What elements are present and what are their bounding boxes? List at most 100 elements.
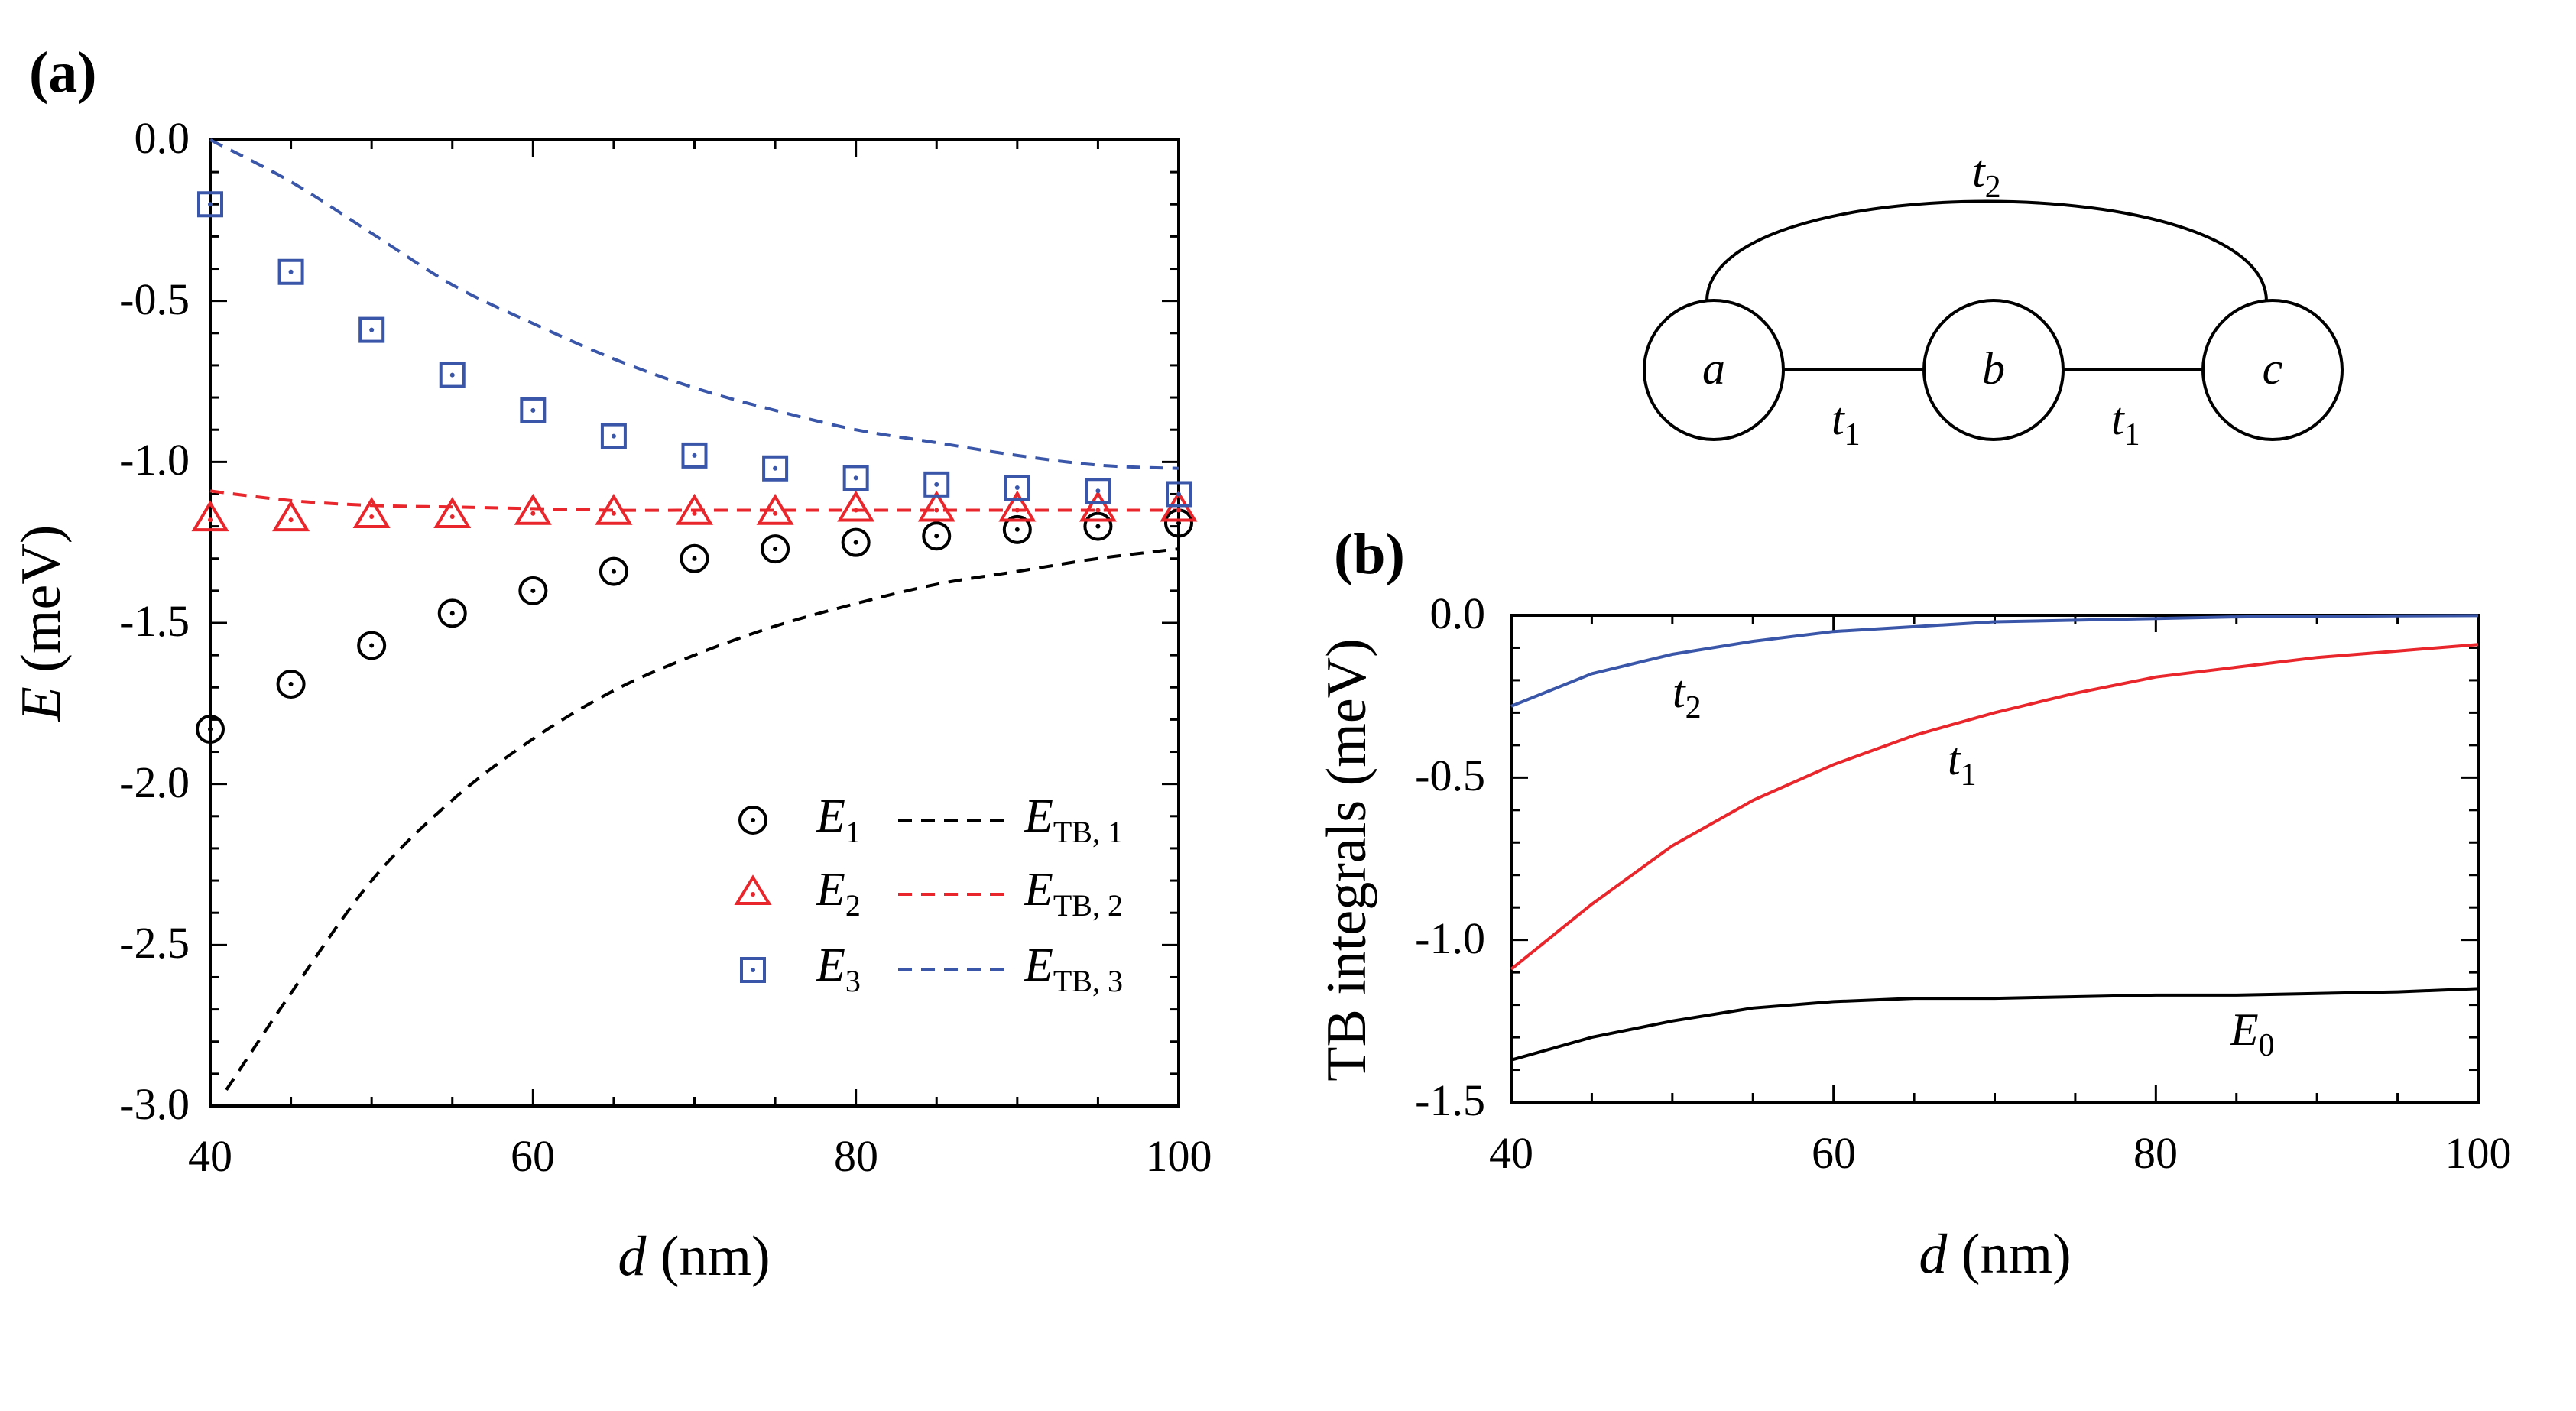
curve-label-t2: t2 — [1672, 667, 1702, 725]
marker-e2-80 — [837, 490, 875, 522]
panel-a-ytick-5: -2.5 — [119, 918, 190, 968]
marker-e2-75 — [756, 493, 794, 525]
marker-e3-95 — [1085, 478, 1111, 504]
marker-e1-75 — [761, 534, 790, 564]
marker-e2-60 — [514, 493, 552, 525]
curve-t2 — [1510, 614, 2479, 708]
panel-a-xtick-1: 60 — [511, 1131, 555, 1181]
panel-b-ytick-3: -1.5 — [1415, 1075, 1485, 1125]
hop-label-t2: t2 — [1972, 146, 2001, 205]
marker-e2-85 — [917, 490, 955, 522]
legend-label-etb1: ETB, 1 — [1024, 790, 1123, 849]
marker-e1-90 — [1002, 514, 1032, 544]
marker-e3-80 — [842, 465, 869, 491]
legend-entry-e3: E3 ETB, 3 — [740, 939, 1123, 998]
legend-entry-e1: E1 ETB, 1 — [738, 790, 1123, 849]
panel-a-ytick-3: -1.5 — [119, 596, 190, 646]
curve-label-e0: E0 — [2230, 1004, 2275, 1063]
curve-etb3 — [209, 138, 1179, 470]
marker-e1-55 — [437, 598, 467, 628]
panel-a-label: (a) — [29, 41, 97, 105]
panel-b-ytick-1: -0.5 — [1415, 751, 1485, 800]
curve-etb1 — [225, 547, 1179, 1091]
panel-a-legend: E1 ETB, 1 E2 ETB, 2 E3 ET — [734, 790, 1123, 998]
three-site-diagram: a b c t2 t1 t1 — [1643, 146, 2344, 452]
marker-e2-70 — [675, 493, 714, 525]
panel-a-plot-area — [191, 138, 1198, 1108]
site-b-circle — [1922, 299, 2065, 441]
marker-e2-65 — [595, 493, 633, 525]
legend-marker-e3 — [740, 957, 766, 983]
curve-t1 — [1510, 643, 2479, 971]
marker-e3-60 — [520, 397, 547, 423]
site-a-circle — [1643, 299, 1785, 441]
marker-e1-50 — [357, 631, 387, 660]
marker-e1-65 — [599, 556, 628, 586]
hop-label-t1-left: t1 — [1831, 394, 1861, 452]
site-a-label: a — [1702, 343, 1725, 394]
panel-b-x-tick-labels: 40 60 80 100 — [1489, 1128, 2512, 1178]
site-b: b — [1922, 299, 2065, 441]
panel-b-ytick-2: -1.0 — [1415, 913, 1485, 963]
legend-label-e1: E1 — [816, 790, 861, 849]
panel-b-ytick-0: 0.0 — [1430, 589, 1486, 638]
marker-e3-85 — [923, 471, 950, 498]
marker-e1-85 — [922, 521, 952, 551]
marker-e2-90 — [998, 490, 1037, 522]
panel-a-y-tick-labels: 0.0 -0.5 -1.0 -1.5 -2.0 -2.5 -3.0 — [119, 113, 190, 1129]
legend-label-e3: E3 — [816, 939, 861, 998]
panel-b-xtick-0: 40 — [1489, 1128, 1533, 1178]
marker-e3-75 — [762, 455, 789, 482]
legend-entry-e2: E2 ETB, 2 — [734, 864, 1123, 923]
panel-b-xtick-2: 80 — [2133, 1128, 2178, 1178]
marker-e3-70 — [681, 442, 708, 469]
site-c-circle — [2201, 299, 2344, 441]
marker-e3-50 — [358, 316, 385, 343]
marker-e2-45 — [272, 500, 310, 532]
curve-label-t1: t1 — [1948, 734, 1977, 793]
marker-e2-50 — [352, 497, 391, 528]
site-b-label: b — [1982, 343, 2005, 394]
panel-a: (a) 0.0 -0.5 -1.0 -1.5 -2.0 -2.5 -3.0 40… — [10, 41, 1212, 1288]
marker-e3-90 — [1004, 475, 1030, 501]
marker-e1-80 — [841, 527, 871, 557]
marker-e1-60 — [518, 576, 548, 605]
panel-a-markers — [191, 191, 1198, 744]
marker-e3-100 — [1166, 481, 1192, 508]
legend-label-etb2: ETB, 2 — [1024, 864, 1123, 923]
panel-a-ytick-0: 0.0 — [135, 113, 190, 163]
marker-e3-55 — [439, 362, 466, 388]
site-c: c — [2201, 299, 2344, 441]
panel-b-label: (b) — [1334, 522, 1405, 586]
site-c-label: c — [2263, 343, 2283, 394]
marker-e3-65 — [600, 423, 627, 449]
panel-a-xtick-0: 40 — [188, 1131, 232, 1181]
legend-marker-e2 — [734, 874, 772, 905]
panel-a-xtick-3: 100 — [1146, 1131, 1212, 1181]
panel-b: (b) 0.0 -0.5 -1.0 -1.5 40 60 80 100 d (n… — [1316, 522, 2512, 1286]
hop-label-t1-right: t1 — [2111, 394, 2140, 452]
site-a: a — [1643, 299, 1785, 441]
panel-b-x-axis-label: d (nm) — [1919, 1223, 2071, 1286]
legend-label-e2: E2 — [816, 864, 861, 923]
marker-e1-45 — [276, 670, 306, 699]
panel-b-curves — [1510, 614, 2479, 1062]
hop-arc-t2 — [1705, 199, 2268, 302]
panel-a-ytick-6: -3.0 — [119, 1079, 190, 1129]
marker-e2-95 — [1079, 490, 1117, 522]
marker-e2-55 — [433, 497, 472, 528]
panel-a-y-axis-label: E (meV) — [10, 525, 73, 722]
panel-b-xtick-3: 100 — [2445, 1128, 2512, 1178]
panel-a-x-axis-label: d (nm) — [618, 1225, 770, 1288]
panel-a-xtick-2: 80 — [834, 1131, 878, 1181]
marker-e3-45 — [277, 258, 304, 285]
marker-e3-40 — [197, 191, 223, 218]
panel-a-ticks — [209, 138, 1180, 1108]
marker-e1-70 — [680, 543, 709, 573]
panel-a-x-tick-labels: 40 60 80 100 — [188, 1131, 1212, 1181]
marker-e2-40 — [191, 500, 229, 532]
legend-label-etb3: ETB, 3 — [1024, 939, 1123, 998]
marker-e1-95 — [1083, 511, 1113, 541]
panel-b-plot-area — [1510, 614, 2480, 1104]
